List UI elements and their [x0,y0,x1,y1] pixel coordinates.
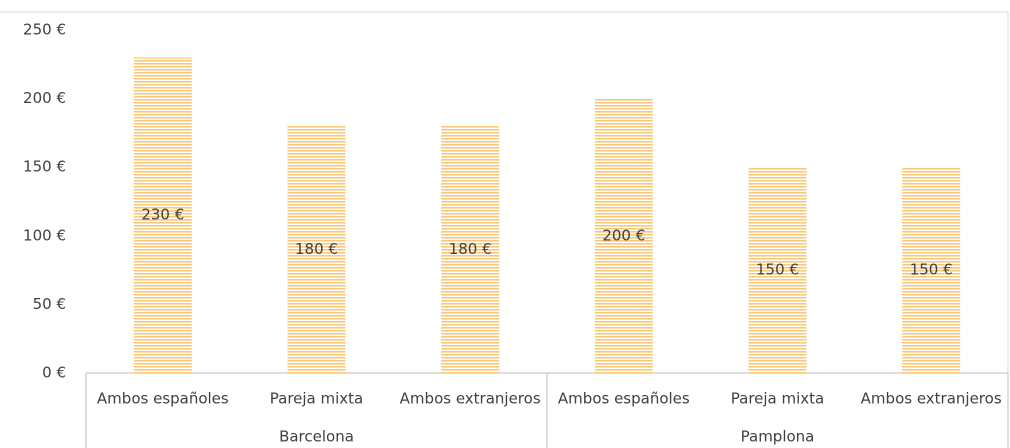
data-label: 180 € [295,240,338,258]
data-label: 180 € [449,240,492,258]
x-tick-label: Ambos extranjeros [400,390,541,408]
data-label: 230 € [141,206,184,224]
data-label: 150 € [910,261,953,279]
x-tick-label: Ambos españoles [97,390,229,408]
y-tick-label: 0 € [42,364,66,382]
data-label: 150 € [756,261,799,279]
y-tick-label: 250 € [23,21,66,39]
bar [902,167,961,373]
chart-border [0,11,1009,448]
x-tick-label: Pareja mixta [731,390,825,408]
group-label: Barcelona [279,428,354,446]
x-tick-label: Ambos extranjeros [861,390,1002,408]
bar [594,98,653,373]
bar [133,57,192,373]
y-tick-label: 100 € [23,226,66,244]
bar [441,126,500,373]
y-tick-label: 150 € [23,158,66,176]
bar [287,126,346,373]
data-label: 200 € [602,226,645,244]
x-tick-label: Ambos españoles [558,390,690,408]
group-label: Pamplona [741,428,815,446]
x-tick-label: Pareja mixta [270,390,364,408]
y-tick-label: 50 € [33,295,66,313]
y-tick-label: 200 € [23,89,66,107]
bar [748,167,807,373]
